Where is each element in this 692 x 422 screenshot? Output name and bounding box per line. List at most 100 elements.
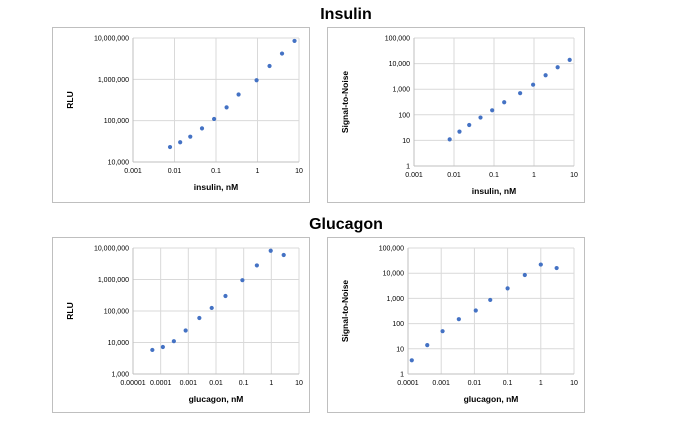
data-point bbox=[555, 65, 560, 70]
y-tick-label: 1 bbox=[406, 164, 410, 171]
x-axis-label: insulin, nM bbox=[194, 182, 238, 192]
data-point bbox=[197, 315, 202, 321]
data-point bbox=[478, 115, 483, 120]
x-tick-label: 10 bbox=[295, 380, 303, 387]
chart-glucagon-sn-svg: 0.0001 0.001 0.01 0.1 1 10 1 10 100 1,000 10,000 10… bbox=[340, 246, 578, 405]
x-tick-label: 0.1 bbox=[489, 172, 499, 179]
data-point bbox=[456, 317, 461, 322]
data-point bbox=[538, 262, 543, 267]
data-point bbox=[236, 92, 241, 97]
data-point bbox=[490, 108, 495, 113]
data-point bbox=[447, 137, 452, 142]
y-tick-label: 1,000,000 bbox=[98, 277, 129, 284]
data-point bbox=[254, 263, 259, 268]
data-point bbox=[467, 122, 472, 128]
data-point bbox=[199, 126, 205, 131]
data-point bbox=[505, 286, 510, 291]
y-tick-label: 1,000 bbox=[386, 296, 404, 303]
data-point bbox=[171, 339, 176, 344]
x-tick-label: 10 bbox=[570, 380, 578, 387]
x-tick-label: 1 bbox=[256, 168, 260, 175]
y-tick-label: 100,000 bbox=[104, 309, 129, 316]
data-point bbox=[488, 297, 493, 303]
y-axis-label: RLU bbox=[65, 302, 75, 319]
y-tick-label: 10 bbox=[402, 138, 410, 145]
x-tick-label: 1 bbox=[269, 380, 273, 387]
y-tick-label: 1 bbox=[400, 372, 404, 379]
data-point bbox=[281, 252, 286, 258]
x-tick-label: 0.1 bbox=[211, 168, 221, 175]
y-tick-label: 10,000,000 bbox=[94, 246, 129, 253]
x-tick-label: 0.01 bbox=[168, 168, 182, 175]
data-point bbox=[554, 265, 559, 271]
x-tick-label: 0.001 bbox=[124, 168, 142, 175]
x-axis-label: glucagon, nM bbox=[189, 394, 244, 404]
data-point bbox=[178, 140, 183, 145]
data-point bbox=[224, 105, 229, 110]
data-point bbox=[160, 344, 165, 350]
y-tick-label: 1,000 bbox=[111, 372, 129, 379]
x-tick-label: 0.001 bbox=[432, 380, 450, 387]
y-tick-label: 100 bbox=[392, 321, 404, 328]
y-tick-label: 10,000 bbox=[108, 160, 130, 167]
chart-insulin-signal-to-noise: 0.001 0.01 0.1 1 10 1 10 100 1,000 10,000 100,000 i… bbox=[327, 27, 585, 203]
x-axis-label: glucagon, nM bbox=[464, 394, 519, 404]
y-tick-label: 1,000 bbox=[392, 87, 410, 94]
data-point bbox=[292, 38, 297, 44]
data-point bbox=[531, 82, 536, 87]
data-point bbox=[254, 78, 259, 83]
data-point bbox=[167, 144, 173, 150]
x-tick-label: 10 bbox=[295, 168, 303, 175]
data-point bbox=[188, 134, 193, 139]
data-point bbox=[183, 328, 188, 333]
y-axis-label: Signal-to-Noise bbox=[340, 71, 350, 134]
data-point bbox=[567, 57, 572, 62]
y-tick-label: 10,000,000 bbox=[94, 36, 129, 43]
y-tick-label: 100,000 bbox=[104, 118, 129, 125]
y-axis-label: RLU bbox=[65, 91, 75, 108]
data-point bbox=[209, 305, 214, 311]
x-tick-label: 0.1 bbox=[239, 380, 249, 387]
y-tick-label: 100,000 bbox=[385, 36, 410, 43]
data-point bbox=[240, 278, 245, 283]
section-title-insulin: Insulin bbox=[320, 6, 372, 23]
data-point bbox=[440, 329, 445, 334]
y-tick-label: 100 bbox=[398, 112, 410, 119]
x-tick-label: 1 bbox=[539, 380, 543, 387]
chart-glucagon-signal-to-noise: 0.0001 0.001 0.01 0.1 1 10 1 10 100 1,000 10,000 10… bbox=[327, 237, 585, 413]
data-point bbox=[150, 347, 155, 353]
y-tick-label: 100,000 bbox=[379, 246, 404, 253]
x-tick-label: 10 bbox=[570, 172, 578, 179]
chart-insulin-rlu: 0.001 0.01 0.1 1 10 10,000 100,000 1,000,000 10,… bbox=[52, 27, 310, 203]
data-point bbox=[425, 343, 430, 348]
y-tick-label: 10,000 bbox=[108, 340, 130, 347]
section-title-glucagon: Glucagon bbox=[309, 216, 383, 233]
y-tick-label: 10 bbox=[396, 346, 404, 353]
data-point bbox=[518, 91, 523, 96]
data-point bbox=[473, 308, 478, 313]
x-tick-label: 0.00001 bbox=[120, 380, 145, 387]
chart-insulin-rlu-svg: 0.001 0.01 0.1 1 10 10,000 100,000 1,000,000 10,… bbox=[65, 36, 303, 193]
y-tick-label: 1,000,000 bbox=[98, 77, 129, 84]
chart-glucagon-rlu-svg: 0.00001 0.0001 0.001 0.01 0.1 1 10 1,000 10,000 1… bbox=[65, 246, 303, 405]
data-point bbox=[543, 73, 548, 78]
x-tick-label: 0.0001 bbox=[397, 380, 419, 387]
data-point bbox=[223, 293, 228, 299]
data-point bbox=[457, 129, 462, 134]
y-tick-label: 10,000 bbox=[389, 61, 411, 68]
data-point bbox=[522, 272, 527, 278]
x-tick-label: 0.01 bbox=[447, 172, 461, 179]
x-tick-label: 0.001 bbox=[180, 380, 198, 387]
x-tick-label: 0.001 bbox=[405, 172, 423, 179]
x-tick-label: 0.0001 bbox=[150, 380, 172, 387]
data-point bbox=[409, 358, 414, 363]
x-tick-label: 0.1 bbox=[503, 380, 513, 387]
x-tick-label: 1 bbox=[532, 172, 536, 179]
data-point bbox=[268, 248, 273, 253]
chart-insulin-sn-svg: 0.001 0.01 0.1 1 10 1 10 100 1,000 10,000 100,000 i… bbox=[340, 36, 578, 197]
y-axis-label: Signal-to-Noise bbox=[340, 280, 350, 343]
x-tick-label: 0.01 bbox=[209, 380, 223, 387]
data-point bbox=[279, 51, 285, 56]
x-tick-label: 0.01 bbox=[468, 380, 482, 387]
x-axis-label: insulin, nM bbox=[472, 186, 516, 196]
